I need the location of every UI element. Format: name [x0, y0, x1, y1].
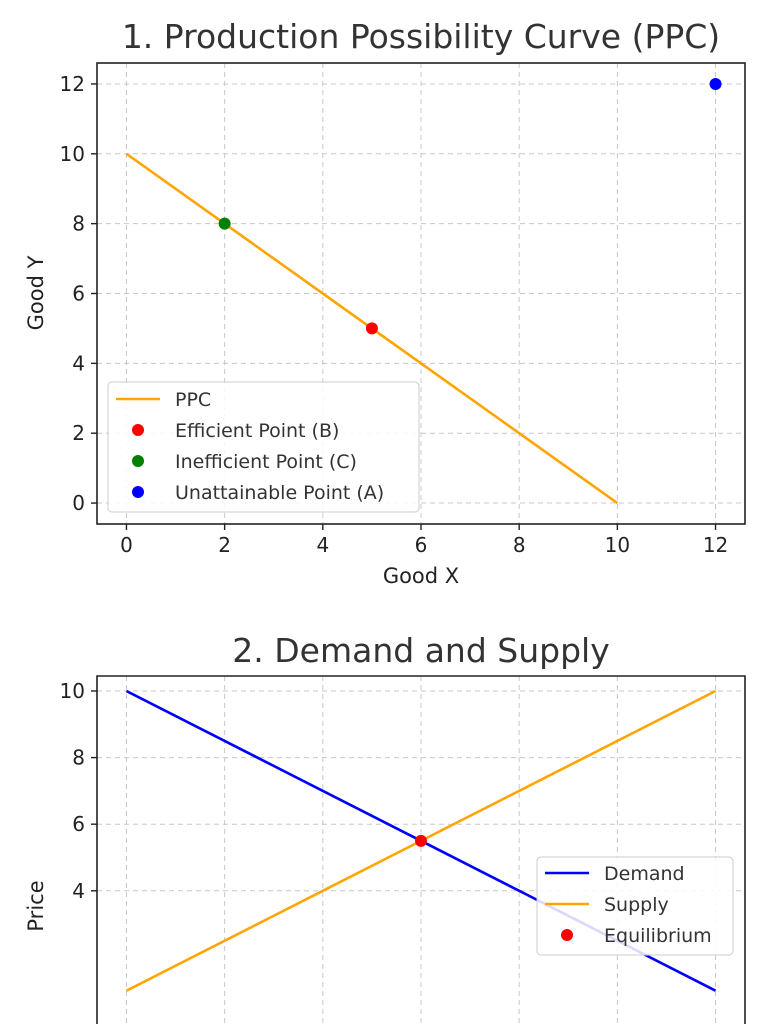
- ppc-unattainable-point-a--marker: [709, 77, 722, 90]
- ppc-y-tick-label: 6: [72, 282, 85, 306]
- demand-supply-legend: Demand Supply Equilibrium: [536, 856, 734, 956]
- ppc-x-tick-label: 12: [703, 533, 728, 557]
- ppc-legend-label-efficient-point-b-: Efficient Point (B): [175, 420, 339, 442]
- ppc-y-axis-label: Good Y: [24, 255, 48, 330]
- demand-supply-chart: 2. Demand and Supply Price 4 6 8 10 Demand Su…: [24, 631, 746, 1024]
- ppc-efficient-point-b--marker: [365, 322, 378, 335]
- ppc-x-axis-label: Good X: [383, 564, 459, 588]
- ppc-x-tick-label: 8: [513, 533, 526, 557]
- ppc-legend-swatch-inefficient-point-c-: [132, 455, 144, 467]
- demand-supply-y-tick-label: 4: [72, 879, 85, 903]
- demand-supply-plot-frame: [96, 675, 746, 1024]
- demand-supply-legend-swatch-equilibrium: [561, 929, 573, 941]
- ppc-legend-swatch-efficient-point-b-: [132, 424, 144, 436]
- demand-supply-equilibrium-marker: [415, 834, 427, 847]
- ppc-x-tick-label: 4: [316, 533, 329, 557]
- demand-supply-legend-box: [536, 856, 734, 956]
- ppc-chart-title: 1. Production Possibility Curve (PPC): [122, 17, 720, 56]
- ppc-chart: 1. Production Possibility Curve (PPC) Go…: [24, 17, 746, 588]
- ppc-y-tick-label: 4: [72, 351, 85, 375]
- ppc-x-tick-label: 0: [120, 533, 133, 557]
- ppc-inefficient-point-c--marker: [218, 217, 231, 230]
- demand-supply-legend-label-demand: Demand: [604, 863, 685, 885]
- demand-supply-y-axis-label: Price: [24, 880, 48, 931]
- ppc-y-tick-label: 12: [60, 72, 85, 96]
- ppc-y-tick-label: 10: [60, 142, 85, 166]
- demand-supply-y-tick-label: 10: [60, 679, 85, 703]
- ppc-legend-label-ppc: PPC: [175, 389, 211, 411]
- ppc-legend-swatch-unattainable-point-a-: [132, 486, 144, 498]
- ppc-y-tick-label: 8: [72, 212, 85, 236]
- ppc-legend-label-inefficient-point-c-: Inefficient Point (C): [175, 451, 357, 473]
- ppc-legend-label-unattainable-point-a-: Unattainable Point (A): [175, 482, 384, 504]
- ppc-x-tick-label: 2: [218, 533, 231, 557]
- demand-supply-legend-label-supply: Supply: [604, 894, 669, 916]
- ppc-legend-box: [107, 381, 420, 513]
- demand-supply-legend-label-equilibrium: Equilibrium: [604, 925, 712, 947]
- demand-supply-y-tick-label: 8: [72, 746, 85, 770]
- ppc-legend: PPC Efficient Point (B) Inefficient Point …: [107, 381, 420, 513]
- ppc-x-tick-label: 10: [605, 533, 630, 557]
- ppc-y-tick-label: 2: [72, 421, 85, 445]
- ppc-y-tick-label: 0: [72, 491, 85, 515]
- demand-supply-y-tick-label: 6: [72, 812, 85, 836]
- demand-supply-chart-title: 2. Demand and Supply: [232, 631, 609, 670]
- ppc-x-tick-label: 6: [415, 533, 428, 557]
